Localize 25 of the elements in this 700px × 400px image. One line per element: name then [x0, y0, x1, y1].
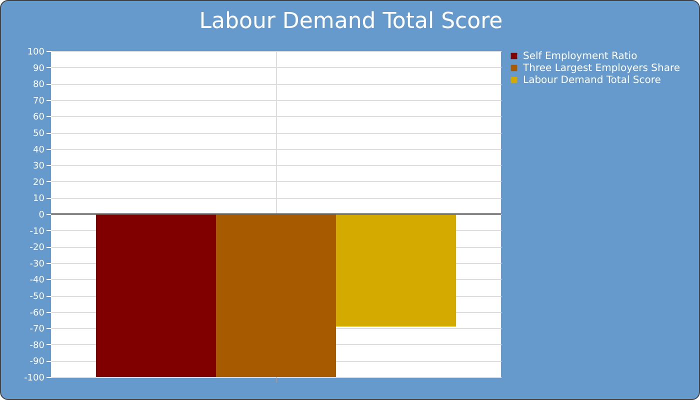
y-tick-label: 50	[33, 129, 45, 139]
y-tick-label: 40	[33, 145, 45, 156]
legend-label: Three Largest Employers Share	[522, 63, 680, 74]
legend-label: Self Employment Ratio	[523, 51, 638, 62]
y-tick-label: 10	[33, 194, 45, 204]
y-tick-label: -70	[30, 324, 45, 335]
y-tick-label: -30	[30, 259, 45, 270]
y-tick-label: -50	[30, 292, 45, 302]
y-tick-label: 0	[38, 210, 45, 220]
y-tick-label: 60	[33, 112, 45, 123]
y-tick-label: 30	[33, 162, 45, 172]
y-tick-label: -20	[30, 243, 45, 254]
y-tick-label: -90	[30, 357, 45, 368]
y-tick-label: -60	[30, 308, 45, 318]
y-tick-label: 90	[33, 64, 45, 74]
chart-title: Labour Demand Total Score	[199, 9, 503, 34]
y-tick-label: -40	[30, 276, 45, 286]
y-tick-label: -10	[30, 226, 45, 237]
y-tick-label: 70	[33, 96, 45, 106]
legend-label: Labour Demand Total Score	[523, 75, 661, 86]
y-tick-label: -100	[24, 374, 45, 384]
y-tick-label: 80	[33, 80, 45, 90]
y-tick-label: 20	[33, 178, 45, 188]
y-tick-label: -80	[30, 340, 45, 351]
y-tick-label: 100	[27, 48, 45, 58]
